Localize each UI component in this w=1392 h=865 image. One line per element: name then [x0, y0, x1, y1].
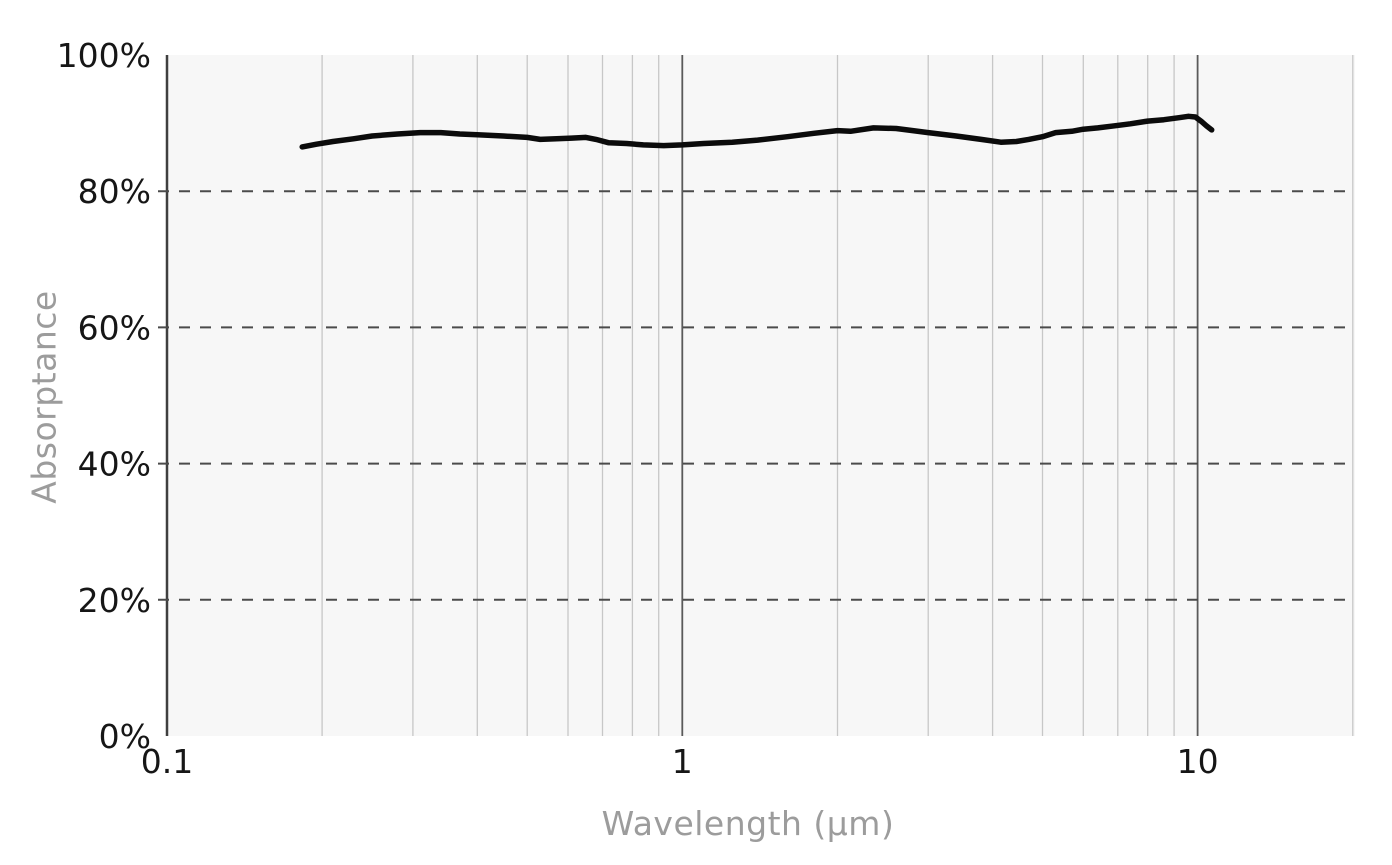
x-tick-label: 10	[1177, 742, 1219, 781]
y-axis-title: Absorptance	[24, 290, 64, 504]
plot-background	[167, 55, 1355, 736]
absorptance-curve	[299, 113, 1215, 150]
y-tick-label: 0%	[99, 717, 151, 756]
y-tick-label: 80%	[78, 172, 151, 211]
x-tick-label: 1	[672, 742, 693, 781]
x-axis-title: Wavelength (μm)	[601, 804, 895, 843]
y-tick-label: 60%	[78, 308, 151, 347]
x-tick-label: 0.1	[141, 742, 193, 781]
y-tick-label: 20%	[78, 581, 151, 620]
y-tick-label: 40%	[78, 445, 151, 484]
y-tick-label: 100%	[57, 36, 151, 75]
